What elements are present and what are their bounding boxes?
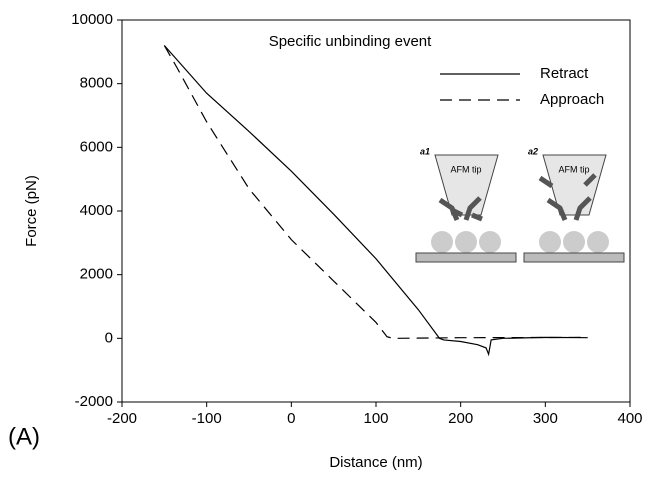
y-tick-label: 8000 xyxy=(80,75,113,92)
antibodies xyxy=(438,196,483,222)
series-line xyxy=(163,45,588,357)
inset-panel: a2 AFM tip xyxy=(523,146,625,263)
x-tick-label: 400 xyxy=(617,410,642,427)
tip-label: AFM tip xyxy=(450,164,481,174)
x-tick-label: -100 xyxy=(192,410,222,427)
y-tick-label: 6000 xyxy=(80,138,113,155)
inset-illustration: a1 AFM tip a2 AFM tip xyxy=(415,146,625,263)
y-axis-label: Force (pN) xyxy=(23,175,40,247)
afm-tip xyxy=(434,154,499,216)
legend-label: Approach xyxy=(540,91,604,108)
y-tick-label: 4000 xyxy=(80,202,113,219)
y-tick-label: 2000 xyxy=(80,266,113,283)
x-tick-label: 300 xyxy=(533,410,558,427)
molecule xyxy=(431,231,453,253)
y-tick-label: 10000 xyxy=(71,11,113,28)
antibodies xyxy=(538,173,597,221)
series-line xyxy=(163,45,588,339)
molecule xyxy=(539,231,561,253)
panel-label: a1 xyxy=(420,146,430,156)
x-tick-label: 0 xyxy=(287,410,295,427)
x-axis-label: Distance (nm) xyxy=(329,454,422,471)
substrate xyxy=(415,252,517,263)
legend-label: Retract xyxy=(540,65,589,82)
panel-letter: (A) xyxy=(8,423,40,450)
molecule xyxy=(455,231,477,253)
x-tick-label: 100 xyxy=(363,410,388,427)
y-tick-label: 0 xyxy=(105,329,113,346)
molecule xyxy=(563,231,585,253)
x-tick-label: -200 xyxy=(107,410,137,427)
molecule xyxy=(479,231,501,253)
tip-label: AFM tip xyxy=(558,164,589,174)
substrate xyxy=(523,252,625,263)
y-tick-label: -2000 xyxy=(75,393,113,410)
x-tick-label: 200 xyxy=(448,410,473,427)
molecule xyxy=(587,231,609,253)
annotation: Specific unbinding event xyxy=(269,33,432,50)
panel-label: a2 xyxy=(528,146,538,156)
inset-panel: a1 AFM tip xyxy=(415,146,517,263)
